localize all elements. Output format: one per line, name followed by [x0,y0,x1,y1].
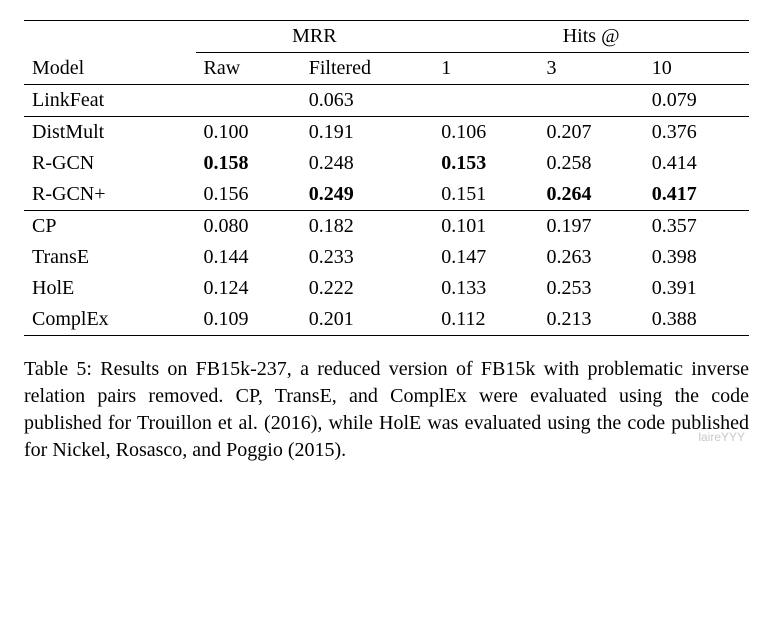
cell-h10: 0.414 [644,148,749,179]
cell-h3: 0.258 [538,148,643,179]
cell-model: LinkFeat [24,85,196,117]
col-header-filtered: Filtered [301,53,434,85]
cell-model: DistMult [24,117,196,149]
table-row: R-GCN0.1580.2480.1530.2580.414 [24,148,749,179]
cell-model: ComplEx [24,304,196,336]
cell-raw [196,85,301,117]
cell-h1: 0.151 [433,179,538,211]
cell-filtered: 0.063 [301,85,434,117]
table-row: LinkFeat 0.063 0.079 [24,85,749,117]
cell-h3: 0.197 [538,211,643,243]
cell-raw: 0.144 [196,242,301,273]
cell-raw: 0.080 [196,211,301,243]
cell-h3: 0.264 [538,179,643,211]
table-row: HolE0.1240.2220.1330.2530.391 [24,273,749,304]
col-header-h1: 1 [433,53,538,85]
table-row: TransE0.1440.2330.1470.2630.398 [24,242,749,273]
cell-model: HolE [24,273,196,304]
results-table: MRR Hits @ Model Raw Filtered 1 3 10 Lin… [24,20,749,336]
cell-filtered: 0.182 [301,211,434,243]
cell-model: CP [24,211,196,243]
cell-h3 [538,85,643,117]
cell-filtered: 0.222 [301,273,434,304]
cell-h1: 0.133 [433,273,538,304]
cell-h3: 0.253 [538,273,643,304]
cell-h1: 0.101 [433,211,538,243]
cell-raw: 0.156 [196,179,301,211]
cell-filtered: 0.248 [301,148,434,179]
col-header-model: Model [24,53,196,85]
cell-model: R-GCN [24,148,196,179]
cell-model: R-GCN+ [24,179,196,211]
col-header-raw: Raw [196,53,301,85]
cell-h10: 0.357 [644,211,749,243]
cell-filtered: 0.191 [301,117,434,149]
cell-h1 [433,85,538,117]
cell-filtered: 0.201 [301,304,434,336]
cell-model: TransE [24,242,196,273]
cell-raw: 0.100 [196,117,301,149]
cell-filtered: 0.233 [301,242,434,273]
table-caption: Table 5: Results on FB15k-237, a reduced… [24,356,749,464]
table-row: CP0.0800.1820.1010.1970.357 [24,211,749,243]
cell-raw: 0.109 [196,304,301,336]
cell-h3: 0.207 [538,117,643,149]
cell-h1: 0.106 [433,117,538,149]
table-row: ComplEx0.1090.2010.1120.2130.388 [24,304,749,336]
table-row: DistMult0.1000.1910.1060.2070.376 [24,117,749,149]
cell-h1: 0.153 [433,148,538,179]
cell-h10: 0.417 [644,179,749,211]
cell-h3: 0.263 [538,242,643,273]
cell-h10: 0.376 [644,117,749,149]
group-header-mrr: MRR [196,21,434,53]
cell-filtered: 0.249 [301,179,434,211]
cell-h3: 0.213 [538,304,643,336]
cell-h10: 0.391 [644,273,749,304]
cell-raw: 0.158 [196,148,301,179]
cell-h10: 0.398 [644,242,749,273]
watermark-text: laireYYY [698,430,745,444]
cell-h1: 0.112 [433,304,538,336]
group-header-hits: Hits @ [433,21,749,53]
cell-h1: 0.147 [433,242,538,273]
col-header-h3: 3 [538,53,643,85]
cell-h10: 0.388 [644,304,749,336]
col-header-h10: 10 [644,53,749,85]
cell-raw: 0.124 [196,273,301,304]
cell-h10: 0.079 [644,85,749,117]
table-row: R-GCN+0.1560.2490.1510.2640.417 [24,179,749,211]
